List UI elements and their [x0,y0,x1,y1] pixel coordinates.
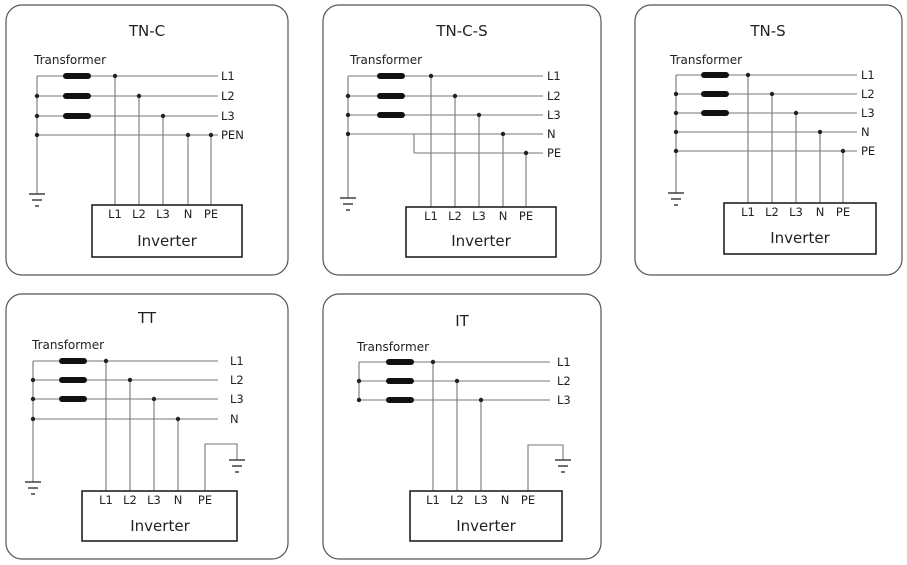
terminal-label: L1 [426,493,440,507]
line-label: PEN [221,128,244,142]
ground-symbol-icon [340,197,356,211]
line-label: L3 [547,108,561,122]
ground-symbol-icon [555,459,571,473]
panel-tn-c-s: TN-C-S Transformer L1 L2 L3 N PE L1 L2 [322,4,602,276]
terminal-label: L2 [448,209,462,223]
ground-symbol-icon [668,192,684,206]
line-label: L1 [230,354,244,368]
terminal-label: N [816,205,825,219]
panel-it: IT Transformer L1 L2 L3 L1 L2 L3 N PE In… [322,293,602,560]
transformer-label: Transformer [31,338,104,352]
terminal-label: PE [521,493,535,507]
terminal-label: N [501,493,510,507]
panel-title: IT [455,312,469,330]
transformer-label: Transformer [33,53,106,67]
terminal-label: L3 [474,493,488,507]
transformer-label: Transformer [349,53,422,67]
inverter-box [409,490,563,542]
line-label: L1 [861,68,875,82]
transformer-label: Transformer [356,340,429,354]
line-label: L1 [547,69,561,83]
ground-symbol-icon [229,459,245,473]
panel-tn-c: TN-C Transformer L1 L2 L3 PEN [5,4,289,276]
ground-symbol-icon [25,481,41,495]
line-label: L3 [221,109,235,123]
terminal-label: L3 [789,205,803,219]
terminal-label: L1 [741,205,755,219]
terminal-label: L3 [156,207,170,221]
terminal-label: PE [836,205,850,219]
panel-title: TT [137,309,157,327]
inverter-box [91,204,243,258]
terminal-label: N [499,209,508,223]
inverter-label: Inverter [770,229,830,247]
line-label: L1 [557,355,571,369]
line-label: L2 [230,373,244,387]
panel-title: TN-C-S [435,22,487,40]
line-label: N [547,127,556,141]
terminal-label: N [184,207,193,221]
panel-tn-s: TN-S Transformer L1 L2 L3 N PE L1 L2 L3 [634,4,903,276]
terminal-label: PE [204,207,218,221]
line-label: L2 [221,89,235,103]
transformer-label: Transformer [669,53,742,67]
line-label: L2 [557,374,571,388]
line-label: L2 [861,87,875,101]
panel-title: TN-S [749,22,785,40]
inverter-box [723,202,877,255]
line-label: N [861,125,870,139]
terminal-label: L2 [450,493,464,507]
inverter-box [81,490,238,542]
line-label: L2 [547,89,561,103]
line-label: PE [547,146,561,160]
line-label: L3 [861,106,875,120]
terminal-label: L2 [123,493,137,507]
terminal-label: L1 [108,207,122,221]
terminal-label: L1 [424,209,438,223]
inverter-label: Inverter [456,517,516,535]
ground-symbol-icon [29,193,45,207]
terminal-label: PE [198,493,212,507]
line-label: L3 [230,392,244,406]
terminal-label: PE [519,209,533,223]
terminal-label: L1 [99,493,113,507]
inverter-box [405,206,557,258]
line-label: PE [861,144,875,158]
inverter-label: Inverter [137,232,197,250]
inverter-label: Inverter [451,232,511,250]
terminal-label: L3 [147,493,161,507]
terminal-label: L2 [765,205,779,219]
line-label: L3 [557,393,571,407]
line-label: L1 [221,69,235,83]
line-label: N [230,412,239,426]
panel-title: TN-C [128,22,165,40]
panel-tt: TT Transformer L1 L2 L3 N [5,293,289,560]
terminal-label: L2 [132,207,146,221]
inverter-label: Inverter [130,517,190,535]
terminal-label: N [174,493,183,507]
terminal-label: L3 [472,209,486,223]
